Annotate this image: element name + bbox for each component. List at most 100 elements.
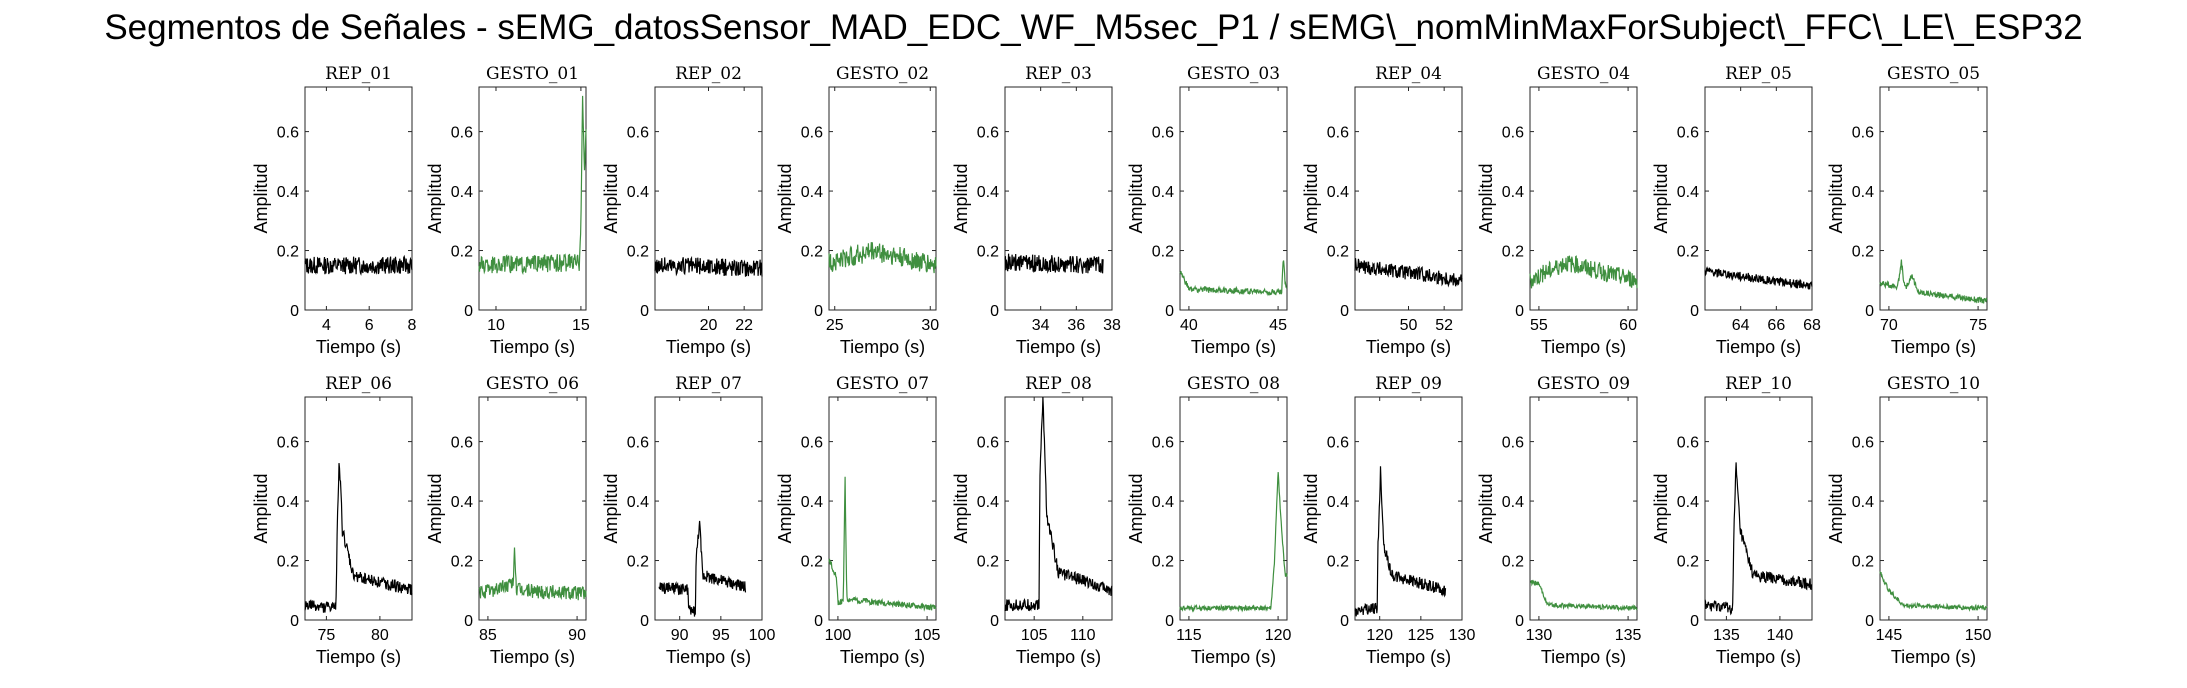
y-axis-label: Amplitud — [951, 473, 971, 543]
y-axis-label: Amplitud — [951, 163, 971, 233]
y-tick-label: 0.4 — [277, 494, 299, 511]
signal-line — [1179, 472, 1288, 613]
y-tick-label: 0.4 — [1502, 494, 1524, 511]
subplot-title: REP_06 — [325, 374, 392, 394]
signal-line — [828, 476, 937, 612]
x-axis-label: Tiempo (s) — [490, 647, 575, 667]
axes-box — [1529, 396, 1638, 621]
subplot-title: REP_09 — [1375, 374, 1442, 394]
y-tick-label: 0.6 — [977, 125, 999, 142]
y-axis-label: Amplitud — [1476, 473, 1496, 543]
signal-line — [304, 463, 413, 613]
x-tick-label: 15 — [572, 317, 590, 334]
signal-line — [828, 242, 937, 274]
y-tick-label: 0.4 — [1327, 184, 1349, 201]
x-axis-label: Tiempo (s) — [666, 647, 751, 667]
y-tick-label: 0.2 — [451, 554, 473, 571]
y-tick-label: 0.6 — [1152, 125, 1174, 142]
y-tick-label: 0.2 — [627, 554, 649, 571]
axes-box — [828, 86, 937, 311]
axes-box — [304, 396, 413, 621]
subplot-rep-06: REP_06 0 0.2 0.4 0.6 75 80 Tiempo (s) Amplitud — [251, 374, 413, 667]
axes-box — [1179, 86, 1288, 311]
y-tick-label: 0.4 — [1327, 494, 1349, 511]
y-tick-label: 0 — [990, 303, 999, 320]
y-tick-label: 0 — [814, 303, 823, 320]
x-tick-label: 70 — [1880, 317, 1898, 334]
y-tick-label: 0 — [1865, 303, 1874, 320]
subplot-title: GESTO_03 — [1187, 64, 1280, 84]
y-tick-label: 0.2 — [1502, 244, 1524, 261]
subplot-gesto-10: GESTO_10 0 0.2 0.4 0.6 145 150 Tiempo (s) Amplit… — [1826, 374, 1992, 667]
y-tick-label: 0.4 — [1852, 494, 1874, 511]
y-axis-label: Amplitud — [1301, 473, 1321, 543]
axes-box — [1879, 396, 1988, 621]
y-tick-label: 0.4 — [1502, 184, 1524, 201]
axes-box — [1704, 86, 1813, 311]
signal-line — [1704, 462, 1813, 616]
y-tick-label: 0 — [290, 303, 299, 320]
axes-box — [1704, 396, 1813, 621]
y-tick-label: 0.6 — [277, 435, 299, 452]
y-tick-label: 0.6 — [1677, 125, 1699, 142]
y-tick-label: 0.4 — [1677, 494, 1699, 511]
signal-line — [1879, 571, 1988, 612]
y-tick-label: 0.6 — [1852, 435, 1874, 452]
axes-box — [1354, 396, 1463, 621]
signal-line — [1704, 265, 1813, 290]
x-axis-label: Tiempo (s) — [1191, 647, 1276, 667]
y-axis-label: Amplitud — [1651, 163, 1671, 233]
x-tick-label: 100 — [825, 627, 852, 644]
subplot-gesto-08: GESTO_08 0 0.2 0.4 0.6 115 120 Tiempo (s) Amplit… — [1126, 374, 1292, 667]
y-tick-label: 0.2 — [801, 244, 823, 261]
y-tick-label: 0 — [814, 613, 823, 630]
x-tick-label: 105 — [914, 627, 941, 644]
y-tick-label: 0.2 — [1327, 554, 1349, 571]
y-tick-label: 0.2 — [451, 244, 473, 261]
y-axis-label: Amplitud — [601, 473, 621, 543]
subplot-title: GESTO_04 — [1537, 64, 1630, 84]
subplot-gesto-06: GESTO_06 0 0.2 0.4 0.6 85 90 Tiempo (s) Amplitud — [425, 374, 587, 667]
x-tick-label: 20 — [700, 317, 718, 334]
x-tick-label: 85 — [479, 627, 497, 644]
y-tick-label: 0.4 — [451, 494, 473, 511]
subplot-title: REP_01 — [325, 64, 392, 84]
x-tick-label: 38 — [1103, 317, 1121, 334]
signal-line — [1354, 258, 1463, 288]
y-tick-label: 0.4 — [277, 184, 299, 201]
subplot-gesto-09: GESTO_09 0 0.2 0.4 0.6 130 135 Tiempo (s) Amplit… — [1476, 374, 1642, 667]
y-tick-label: 0.2 — [627, 244, 649, 261]
x-axis-label: Tiempo (s) — [666, 337, 751, 357]
y-tick-label: 0 — [1515, 613, 1524, 630]
axes-box — [654, 396, 763, 621]
x-tick-label: 68 — [1803, 317, 1821, 334]
x-tick-label: 36 — [1067, 317, 1085, 334]
y-tick-label: 0.2 — [1152, 554, 1174, 571]
y-axis-label: Amplitud — [1651, 473, 1671, 543]
y-tick-label: 0.6 — [801, 125, 823, 142]
y-tick-label: 0 — [290, 613, 299, 630]
subplot-title: REP_10 — [1725, 374, 1792, 394]
y-axis-label: Amplitud — [425, 473, 445, 543]
y-tick-label: 0 — [1165, 613, 1174, 630]
subplot-rep-07: REP_07 0 0.2 0.4 0.6 90 95 100 Tiempo (s) Amplitu… — [601, 374, 775, 667]
y-tick-label: 0.4 — [801, 184, 823, 201]
subplot-gesto-05: GESTO_05 0 0.2 0.4 0.6 70 75 Tiempo (s) Amplitud — [1826, 64, 1988, 357]
signal-line — [1354, 466, 1447, 617]
x-axis-label: Tiempo (s) — [316, 337, 401, 357]
x-tick-label: 140 — [1767, 627, 1794, 644]
signal-line — [654, 255, 763, 277]
x-tick-label: 4 — [322, 317, 331, 334]
subplot-title: GESTO_08 — [1187, 374, 1280, 394]
x-axis-label: Tiempo (s) — [1016, 337, 1101, 357]
x-tick-label: 100 — [749, 627, 776, 644]
signal-line — [1179, 260, 1288, 297]
y-tick-label: 0.6 — [1152, 435, 1174, 452]
subplot-title: GESTO_01 — [486, 64, 579, 84]
x-tick-label: 8 — [408, 317, 417, 334]
x-axis-label: Tiempo (s) — [1366, 337, 1451, 357]
signal-line — [1879, 259, 1988, 304]
y-tick-label: 0 — [1515, 303, 1524, 320]
subplot-gesto-07: GESTO_07 0 0.2 0.4 0.6 100 105 Tiempo (s) Amplit… — [775, 374, 941, 667]
